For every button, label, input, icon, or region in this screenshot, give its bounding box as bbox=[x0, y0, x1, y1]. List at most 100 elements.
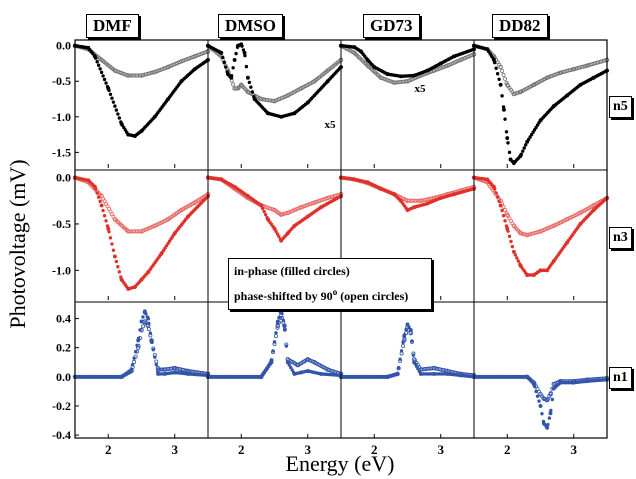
data-dot-filled-n1-dd82-42 bbox=[534, 389, 538, 394]
data-dot-filled-n1-dmf-50 bbox=[147, 321, 151, 326]
y-tick-label-n5-2: -1.0 bbox=[52, 110, 71, 124]
data-dot-filled-n1-gd73-48 bbox=[410, 339, 414, 343]
data-dot-filled-n1-dmso-51 bbox=[281, 318, 286, 323]
y-tick-label-n1-1: 0.2 bbox=[56, 341, 71, 355]
data-dot-filled-n5-dmf-14 bbox=[93, 56, 98, 60]
x-tick-label-1-3: 3 bbox=[305, 442, 312, 457]
data-dot-filled-n5-dmf-28 bbox=[114, 108, 119, 112]
data-dot-filled-n3-dd82-13 bbox=[491, 184, 495, 188]
data-dot-filled-n3-dmf-17 bbox=[98, 199, 102, 203]
data-dot-filled-n3-dmf-21 bbox=[104, 219, 108, 223]
data-dot-open-n1-dmf-40 bbox=[132, 359, 137, 364]
series-open-n5-gd73 bbox=[338, 43, 477, 85]
data-dot-filled-n5-dmso-24 bbox=[241, 48, 246, 52]
data-dot-filled-n3-dmf-60 bbox=[161, 248, 166, 252]
data-dot-filled-n3-dmf-25 bbox=[110, 242, 114, 246]
series-filled-n5-dmso bbox=[206, 42, 343, 119]
panel-n3-dmf bbox=[72, 175, 211, 300]
data-dot-filled-n3-dmso-47 bbox=[275, 232, 280, 236]
data-dot-filled-n1-dmso-37 bbox=[260, 372, 265, 377]
column-header-dd82: DD82 bbox=[492, 14, 548, 38]
data-dot-filled-n1-gd73-41 bbox=[399, 349, 404, 353]
data-dot-filled-n5-dmf-26 bbox=[111, 100, 116, 104]
data-dot-filled-n5-dd82-34 bbox=[522, 146, 526, 150]
data-dot-filled-n5-dd82-22 bbox=[504, 130, 509, 134]
data-dot-filled-n5-dmf-30 bbox=[117, 116, 122, 120]
data-dot-filled-n5-dmf-15 bbox=[95, 59, 99, 64]
data-dot-filled-n1-dmf-40 bbox=[132, 356, 136, 360]
y-tick-label-n5-1: -0.5 bbox=[52, 74, 71, 88]
data-dot-filled-n5-dmso-16 bbox=[229, 74, 234, 78]
data-dot-filled-n1-dmf-48 bbox=[144, 312, 148, 316]
data-dot-filled-n5-dmf-29 bbox=[116, 112, 120, 116]
data-dot-filled-n3-dmso-46 bbox=[274, 229, 278, 233]
data-dot-filled-n5-dmf-21 bbox=[104, 81, 108, 85]
data-dot-filled-n3-dmf-63 bbox=[166, 241, 170, 246]
data-dot-filled-n3-dmf-31 bbox=[119, 275, 123, 279]
data-dot-filled-n5-dmso-9 bbox=[219, 51, 223, 55]
data-dot-open-n1-dmf-50 bbox=[146, 327, 151, 332]
data-dot-filled-n3-dmf-20 bbox=[102, 213, 107, 218]
series-filled-n1-gd73 bbox=[339, 322, 476, 379]
data-dot-filled-n1-dmso-52 bbox=[283, 328, 287, 332]
data-dot-filled-n1-dmso-53 bbox=[284, 344, 289, 348]
panel-n1-dmso bbox=[205, 307, 344, 438]
data-dot-filled-n3-dmf-27 bbox=[113, 254, 117, 259]
data-dot-filled-n5-dd82-9 bbox=[485, 47, 489, 51]
data-dot-filled-n1-gd73-43 bbox=[402, 333, 407, 337]
data-dot-filled-n1-dmso-56 bbox=[289, 365, 293, 370]
data-dot-open-n1-dmso-47 bbox=[275, 325, 280, 330]
data-dot-filled-n5-dmf-16 bbox=[96, 63, 101, 67]
data-dot-filled-n5-dmso-19 bbox=[234, 51, 238, 56]
legend-open-tail: (open circles) bbox=[337, 289, 409, 303]
series-filled-n3-dmso bbox=[206, 175, 343, 243]
data-dot-filled-n3-dd82-24 bbox=[507, 234, 512, 239]
data-dot-filled-n5-dmf-35 bbox=[125, 130, 129, 134]
x-tick-label-2-2: 2 bbox=[371, 442, 378, 457]
data-point-filled-n5-dd82-5 bbox=[505, 136, 510, 141]
data-dot-filled-n3-dd82-18 bbox=[498, 203, 503, 208]
legend-open-entry: phase-shifted by 90o (open circles) bbox=[234, 282, 426, 307]
data-dot-filled-n3-dd82-14 bbox=[492, 187, 497, 191]
data-dot-filled-n1-dmso-40 bbox=[265, 366, 269, 370]
data-dot-filled-n5-dd82-19 bbox=[500, 94, 504, 98]
x-tick-label-1-2: 2 bbox=[238, 442, 245, 457]
data-dot-filled-n1-dd82-40 bbox=[531, 381, 535, 385]
data-dot-filled-n3-dmf-28 bbox=[114, 259, 119, 264]
legend-degree-sup: o bbox=[332, 287, 338, 297]
x-tick-label-2-3: 3 bbox=[438, 442, 445, 457]
data-dot-filled-n1-dd82-47 bbox=[541, 419, 546, 424]
data-dot-filled-n5-dmso-17 bbox=[231, 66, 235, 70]
data-dot-filled-n5-dmf-32 bbox=[120, 123, 124, 127]
series-open-n5-dd82 bbox=[471, 43, 610, 97]
data-dot-filled-n5-dmso-28 bbox=[247, 80, 252, 85]
x-tick-label-3-2: 2 bbox=[504, 442, 511, 457]
series-filled-n5-gd73 bbox=[339, 43, 476, 79]
data-dot-open-n5-dd82-21 bbox=[503, 76, 508, 81]
series-filled-n3-dmf bbox=[73, 175, 210, 291]
data-dot-filled-n1-dmf-54 bbox=[153, 355, 157, 359]
data-dot-filled-n5-dd82-21 bbox=[503, 117, 507, 121]
data-dot-filled-n1-dmso-54 bbox=[286, 360, 290, 364]
data-dot-filled-n5-dd82-13 bbox=[491, 57, 495, 61]
data-dot-filled-n3-dmf-65 bbox=[169, 237, 173, 241]
data-dot-filled-n3-dd82-26 bbox=[510, 244, 515, 249]
y-tick-label-n5-0: 0.0 bbox=[56, 39, 71, 53]
x-tick-label-0-2: 2 bbox=[105, 442, 112, 457]
data-dot-filled-n1-dmso-36 bbox=[259, 375, 263, 379]
data-dot-filled-n3-dmf-22 bbox=[105, 224, 110, 228]
data-dot-filled-n5-dd82-12 bbox=[490, 54, 494, 59]
data-dot-filled-n5-dd82-40 bbox=[531, 130, 535, 134]
data-dot-filled-n3-dmso-40 bbox=[265, 216, 269, 220]
data-dot-filled-n5-dd82-31 bbox=[518, 155, 522, 159]
data-point-filled-n5-dd82-4 bbox=[501, 107, 506, 112]
data-dot-filled-n1-dd82-46 bbox=[540, 412, 544, 416]
data-dot-filled-n1-gd73-45 bbox=[405, 322, 410, 327]
data-dot-filled-n1-dmf-39 bbox=[130, 362, 135, 367]
data-dot-filled-n1-dmso-47 bbox=[275, 322, 280, 326]
series-open-n3-dmf bbox=[72, 175, 211, 234]
data-dot-filled-n1-dmf-43 bbox=[136, 336, 141, 341]
data-dot-open-n5-dd82-22 bbox=[504, 80, 509, 85]
x-tick-label-3-3: 3 bbox=[571, 442, 578, 457]
data-dot-filled-n3-dd82-27 bbox=[512, 250, 516, 254]
